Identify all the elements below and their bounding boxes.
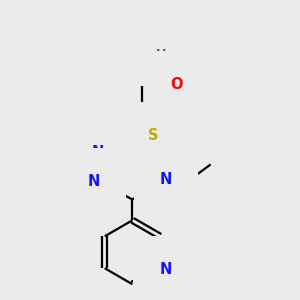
Text: O: O bbox=[170, 77, 183, 92]
Text: N: N bbox=[87, 175, 100, 190]
Text: N: N bbox=[160, 262, 172, 277]
Text: N: N bbox=[92, 145, 104, 160]
Text: N: N bbox=[160, 172, 172, 187]
Text: H: H bbox=[156, 48, 166, 61]
Text: H: H bbox=[146, 24, 157, 37]
Text: S: S bbox=[148, 128, 158, 143]
Text: N: N bbox=[132, 45, 144, 60]
